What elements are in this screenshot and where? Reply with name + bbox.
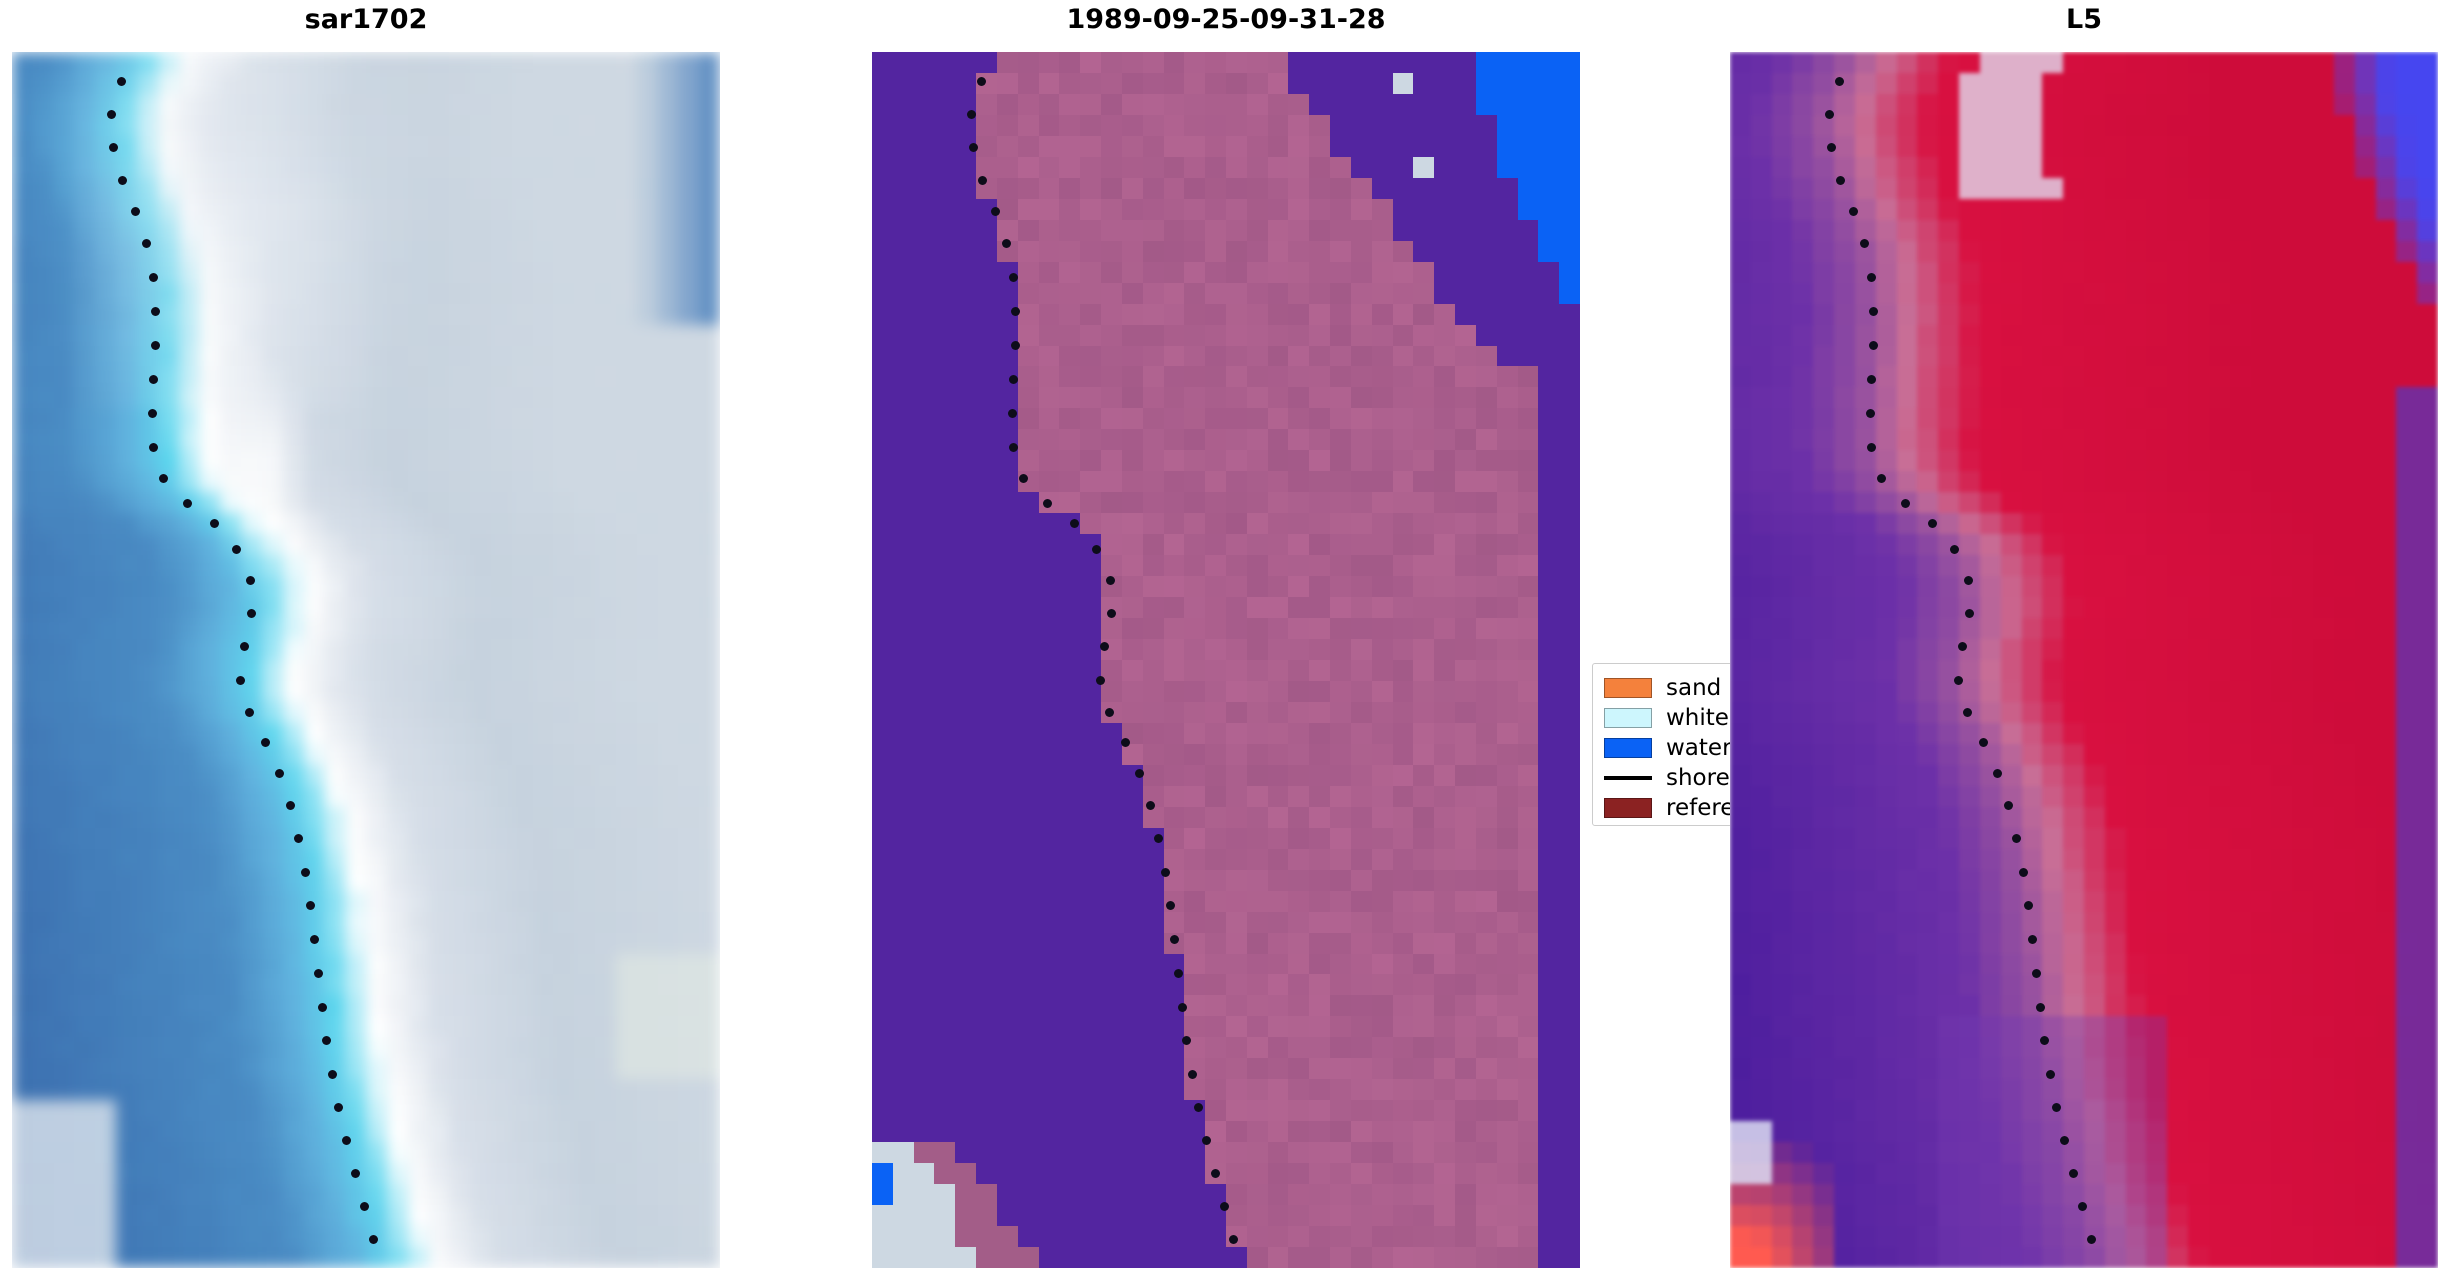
legend-row-sand: sand (1604, 673, 1730, 703)
index-raster (1730, 52, 2438, 1268)
legend-label-reference-shoreline: reference shoreline (1666, 794, 1730, 821)
legend-row-shoreline: shoreline (1604, 763, 1730, 793)
panel-index-image[interactable] (1730, 52, 2438, 1268)
panel-title-classification: 1989-09-25-09-31-28 (1066, 4, 1386, 35)
legend-row-water: water (1604, 733, 1730, 763)
panel-title-index: L5 (2066, 4, 2102, 35)
panel-sar-image[interactable] (12, 52, 720, 1268)
classification-raster (872, 52, 1580, 1268)
legend-label-water: water (1666, 734, 1730, 761)
legend-swatch-whitewater (1604, 708, 1652, 728)
legend-label-shoreline: shoreline (1666, 764, 1730, 791)
legend-label-sand: sand (1666, 674, 1722, 701)
legend-swatch-water (1604, 738, 1652, 758)
legend-row-reference-shoreline: reference shoreline (1604, 793, 1730, 823)
legend-swatch-reference-shoreline (1604, 798, 1652, 818)
panel-classification-image[interactable] (872, 52, 1580, 1268)
panel-title-sar: sar1702 (304, 4, 428, 35)
legend-swatch-sand (1604, 678, 1652, 698)
sar-raster (12, 52, 720, 1268)
legend-swatch-shoreline (1604, 776, 1652, 780)
